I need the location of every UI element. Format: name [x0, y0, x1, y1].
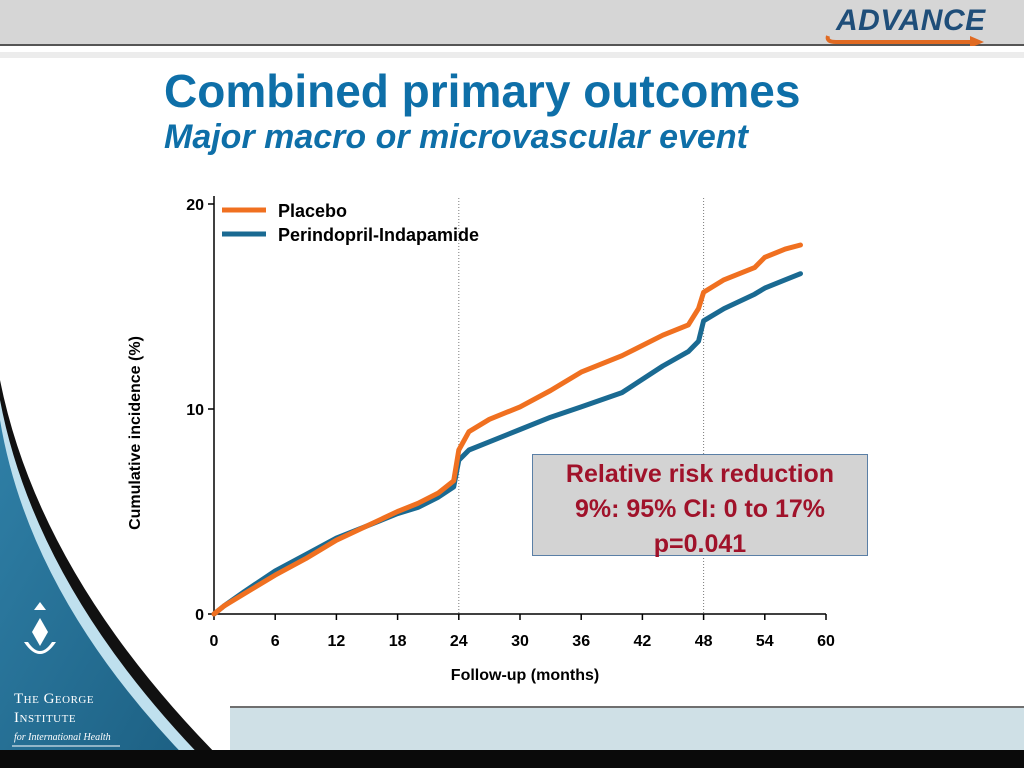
header-divider — [0, 52, 1024, 58]
risk-reduction-annotation: Relative risk reduction 9%: 95% CI: 0 to… — [532, 454, 868, 558]
chart-legend: Placebo Perindopril-Indapamide — [222, 201, 479, 245]
x-tick-label-24: 24 — [450, 633, 468, 650]
advance-logo: ADVANCE — [822, 2, 992, 46]
cumulative-incidence-chart: 0 6 12 18 24 30 36 42 48 54 60 0 10 20 Placebo Perind… — [127, 196, 835, 684]
x-tick-label-54: 54 — [756, 633, 774, 650]
left-decoration — [0, 380, 230, 768]
logo-text: ADVANCE — [836, 4, 986, 37]
institute-subtitle: for International Health — [14, 732, 111, 743]
x-tick-label-30: 30 — [511, 633, 529, 650]
series-line-placebo — [211, 242, 803, 617]
annotation-line3: p=0.041 — [653, 530, 747, 558]
x-tick-label-18: 18 — [389, 633, 407, 650]
series-line-perindopril-indapamide — [211, 271, 803, 617]
x-tick-label-42: 42 — [634, 633, 652, 650]
y-tick-label-10: 10 — [186, 402, 204, 419]
x-tick-label-0: 0 — [210, 633, 219, 650]
logo-arrow-icon — [825, 35, 984, 46]
y-tick-label-20: 20 — [186, 197, 204, 214]
x-tick-label-6: 6 — [271, 633, 280, 650]
x-tick-label-12: 12 — [328, 633, 346, 650]
y-tick-label-0: 0 — [195, 607, 204, 624]
y-axis-label: Cumulative incidence (%) — [127, 336, 144, 530]
institute-logo: The George Institute for International H… — [14, 690, 111, 743]
legend-label-treatment: Perindopril-Indapamide — [278, 225, 479, 245]
x-tick-label-48: 48 — [695, 633, 713, 650]
institute-name-line1: The George — [14, 691, 95, 707]
plot-area: 0 6 12 18 24 30 36 42 48 54 60 0 10 20 — [186, 196, 835, 650]
footer-strip — [0, 750, 1024, 768]
x-tick-label-60: 60 — [817, 633, 835, 650]
institute-name-line2: Institute — [14, 710, 77, 726]
institute-emblem-icon — [24, 602, 56, 654]
annotation-line1: Relative risk reduction — [565, 460, 835, 488]
top-header-bar — [0, 0, 1024, 46]
footer-bar — [230, 706, 1024, 752]
x-tick-label-36: 36 — [572, 633, 590, 650]
x-axis-label: Follow-up (months) — [451, 667, 599, 684]
annotation-line2: 9%: 95% CI: 0 to 17% — [574, 495, 826, 523]
slide-subtitle: Major macro or microvascular event — [164, 118, 748, 156]
legend-label-placebo: Placebo — [278, 201, 347, 221]
slide-title: Combined primary outcomes — [164, 65, 801, 117]
